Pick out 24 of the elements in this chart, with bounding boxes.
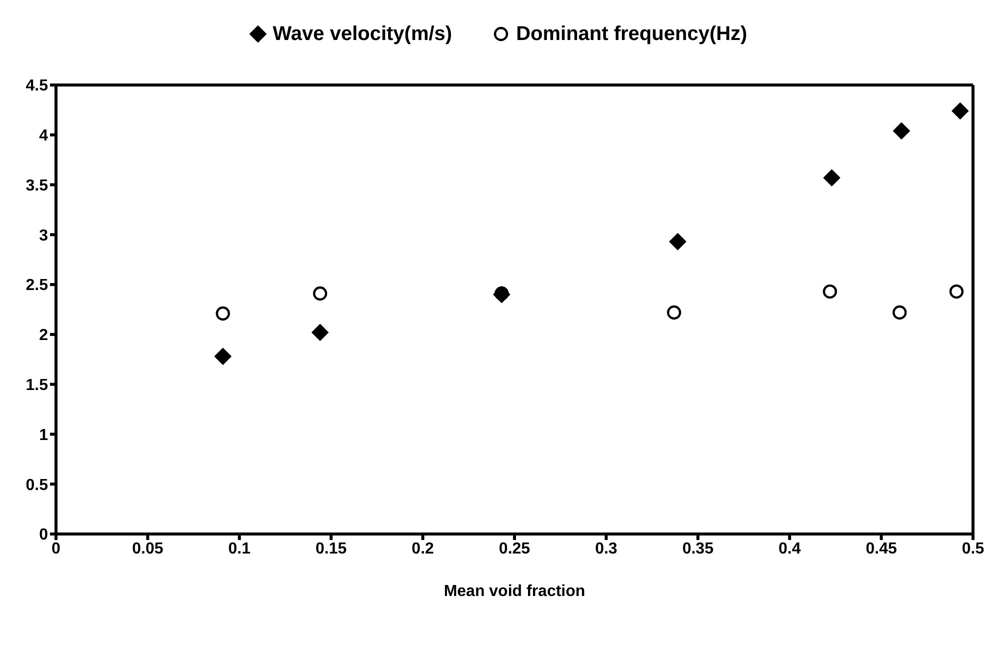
y-tick-label: 3 [39,227,48,244]
y-tick-label: 0 [39,526,48,544]
y-tick-label: 1 [39,426,48,444]
x-tick-label: 0.3 [595,540,618,558]
x-tick-label: 0.2 [412,540,434,558]
x-tick-label: 0.25 [498,540,530,558]
x-tick-label: 0.05 [132,540,164,558]
x-axis-title: Mean void fraction [444,583,586,600]
legend-label: Dominant frequency(Hz) [516,22,748,46]
x-tick-label: 0.5 [962,540,984,558]
x-tick-label: 0 [52,540,61,558]
x-tick-label: 0.1 [228,540,251,558]
x-tick-label: 0.35 [682,540,714,558]
x-tick-label: 0.4 [778,540,801,558]
y-tick-label: 4.5 [26,78,48,95]
y-tick-label: 1.5 [26,377,48,394]
x-tick-label: 0.45 [866,540,897,558]
y-tick-label: 3.5 [26,177,48,194]
y-tick-label: 0.5 [26,476,48,494]
y-tick-label: 4 [39,128,48,145]
y-tick-label: 2 [39,327,48,344]
x-tick-label: 0.15 [316,540,347,558]
legend-label: Wave velocity(m/s) [272,22,452,46]
y-tick-label: 2.5 [26,277,48,294]
